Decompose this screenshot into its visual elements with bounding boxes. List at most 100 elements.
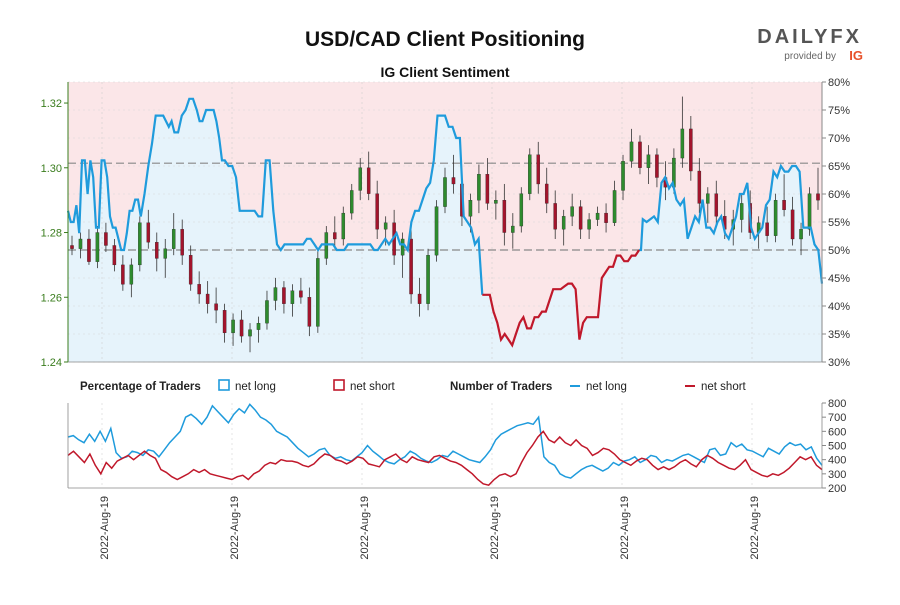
candle-body xyxy=(95,232,100,262)
candle-body xyxy=(553,203,557,230)
candle-body xyxy=(638,141,642,168)
count-tick-label: 700 xyxy=(828,412,846,424)
logo-sub-text: provided by xyxy=(784,51,836,62)
chart-title: USD/CAD Client Positioning xyxy=(305,28,585,51)
candle-body xyxy=(502,200,507,233)
date-tick-label: 2022-Aug-19 xyxy=(99,496,111,560)
candle-body xyxy=(155,242,159,259)
candle-body xyxy=(782,200,786,211)
net-long-pct-line xyxy=(66,97,824,295)
candle-body xyxy=(511,225,515,233)
candle-body xyxy=(544,183,549,204)
percent-tick-label: 35% xyxy=(828,329,850,341)
legend: Percentage of Traders net long net short Nu… xyxy=(80,379,747,393)
date-tick-label: 2022-Aug-19 xyxy=(749,496,761,560)
price-tick-label: 1.32 xyxy=(41,98,62,110)
candle-body xyxy=(146,222,151,243)
candle-body xyxy=(629,141,634,162)
legend-net-short-box xyxy=(333,379,345,391)
candle-body xyxy=(333,232,337,240)
percent-tick-label: 50% xyxy=(828,245,850,257)
candle-body xyxy=(299,290,303,298)
candle-body xyxy=(78,238,83,249)
date-tick-label: 2022-Aug-19 xyxy=(359,496,371,560)
candle-body xyxy=(680,128,685,159)
candle-body xyxy=(104,232,108,246)
candle-body xyxy=(790,209,795,240)
percent-tick-label: 30% xyxy=(828,357,850,369)
percent-tick-label: 45% xyxy=(828,273,850,285)
count-net-short-line xyxy=(67,430,823,487)
candle-body xyxy=(604,212,608,223)
candle-body xyxy=(443,177,447,207)
candle-body xyxy=(536,154,541,185)
candle-body xyxy=(807,193,812,230)
candle-body xyxy=(316,258,320,327)
legend-net-long-label: net long xyxy=(235,381,276,393)
chart-subtitle: IG Client Sentiment xyxy=(380,64,509,80)
candle-body xyxy=(519,193,524,227)
candle-body xyxy=(383,222,388,230)
legend-count-long-label: net long xyxy=(586,381,627,393)
candle-body xyxy=(646,154,651,168)
candle-body xyxy=(180,229,184,256)
main-plot: 1.24 1.26 1.28 1.30 1.32 30% 35% 40% 45% 50% 55% 60… xyxy=(41,77,851,369)
legend-count-short-label: net short xyxy=(701,381,747,393)
price-tick-label: 1.30 xyxy=(41,163,62,175)
date-tick-label: 2022-Aug-19 xyxy=(229,496,241,560)
candle-body xyxy=(578,206,583,230)
candle-body xyxy=(87,238,91,262)
candle-body xyxy=(570,206,574,217)
candle-body xyxy=(697,170,702,204)
candle-body xyxy=(561,216,566,230)
candle-body xyxy=(248,329,252,337)
candle-body xyxy=(349,190,354,214)
candle-body xyxy=(214,303,218,311)
candle-body xyxy=(409,238,413,295)
legend-net-short-label: net short xyxy=(350,381,396,393)
price-tick-label: 1.26 xyxy=(41,292,62,304)
candle-body xyxy=(434,206,439,256)
candle-body xyxy=(612,190,617,223)
candle-body xyxy=(655,154,659,178)
candle-body xyxy=(70,245,74,249)
candle-body xyxy=(816,193,820,201)
candle-body xyxy=(163,248,167,259)
candle-body xyxy=(121,264,125,285)
candle-body xyxy=(138,222,142,266)
legend-number-title: Number of Traders xyxy=(450,381,552,393)
candle-body xyxy=(587,219,591,230)
candle-body xyxy=(197,284,201,295)
price-tick-label: 1.28 xyxy=(41,228,62,240)
candle-body xyxy=(468,200,473,217)
candle-body xyxy=(528,154,532,194)
candle-body xyxy=(256,323,261,330)
percent-tick-label: 60% xyxy=(828,189,850,201)
candle-body xyxy=(273,287,278,301)
legend-percentage-title: Percentage of Traders xyxy=(80,381,201,393)
candle-body xyxy=(621,161,625,191)
date-tick-label: 2022-Aug-19 xyxy=(489,496,501,560)
count-net-long-line xyxy=(67,403,823,479)
price-tick-label: 1.24 xyxy=(41,357,62,369)
candle-body xyxy=(307,297,312,327)
count-plot: 200 300 400 500 600 700 800 xyxy=(67,398,846,495)
candle-body xyxy=(426,255,430,304)
count-tick-label: 500 xyxy=(828,441,846,453)
candle-body xyxy=(265,300,269,324)
percent-tick-label: 80% xyxy=(828,77,850,89)
percent-tick-label: 65% xyxy=(828,161,850,173)
candle-body xyxy=(222,310,227,334)
candle-body xyxy=(171,229,176,249)
percent-tick-label: 40% xyxy=(828,301,850,313)
candle-body xyxy=(799,229,803,240)
candle-body xyxy=(358,167,362,191)
candle-body xyxy=(290,290,295,304)
count-tick-label: 300 xyxy=(828,469,846,481)
candle-body xyxy=(485,174,490,204)
candle-body xyxy=(451,177,456,185)
candle-body xyxy=(739,203,744,220)
candle-body xyxy=(477,174,481,201)
